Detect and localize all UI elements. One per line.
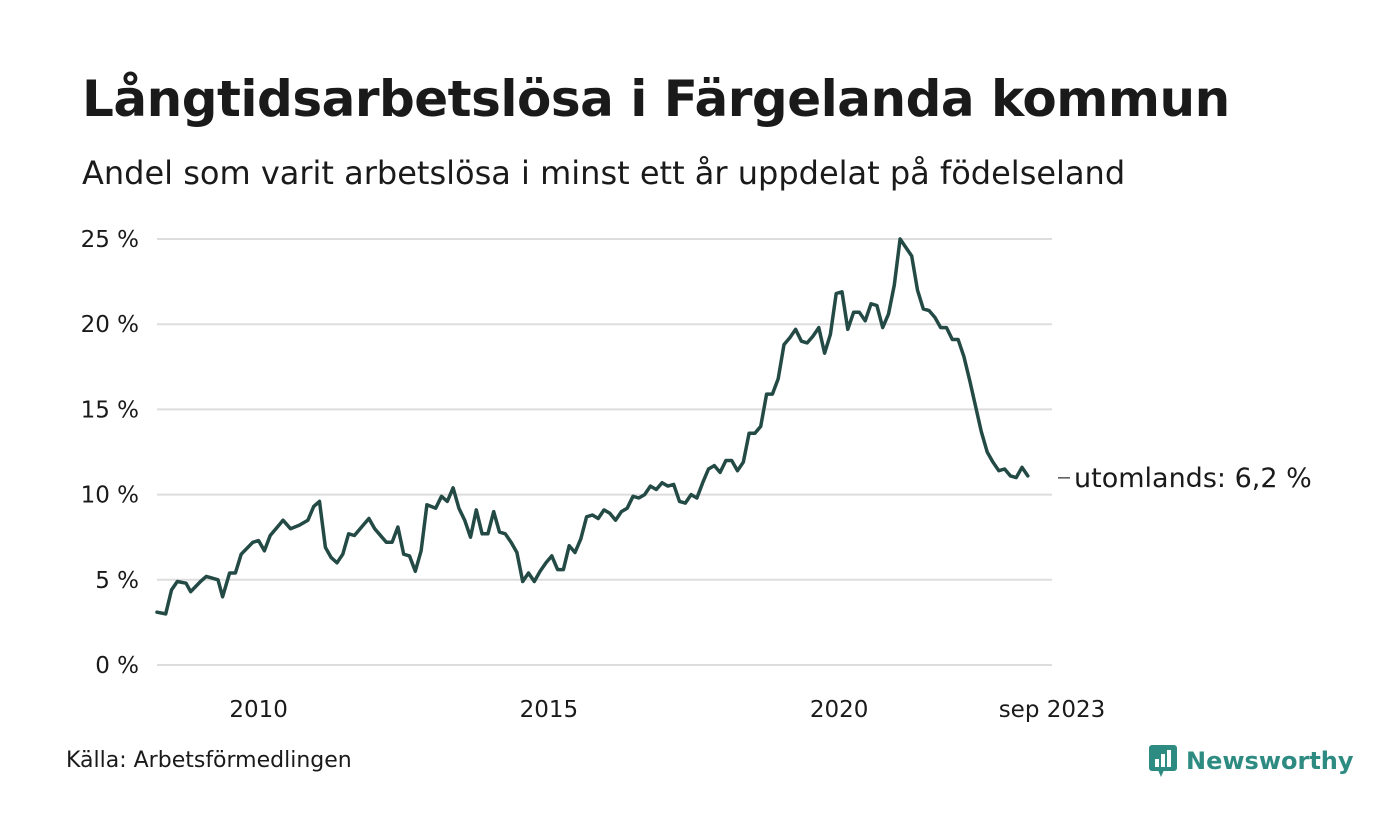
- source-note: Källa: Arbetsförmedlingen: [66, 748, 352, 773]
- y-axis-ticks: 0 % 5 % 10 % 15 % 20 % 25 %: [81, 227, 139, 679]
- series-lines: [155, 237, 1030, 616]
- newsworthy-logo[interactable]: Newsworthy: [1148, 744, 1354, 778]
- y-tick-label: 0 %: [95, 653, 139, 679]
- y-tick-label: 25 %: [81, 227, 139, 253]
- brand-name: Newsworthy: [1186, 747, 1354, 775]
- newsworthy-icon: [1149, 745, 1177, 777]
- chart-title: Långtidsarbetslösa i Färgelanda kommun: [82, 70, 1230, 128]
- x-axis-ticks: 2010 2015 2020 sep 2023: [229, 697, 1105, 723]
- y-tick-label: 5 %: [95, 568, 139, 594]
- gridlines: [157, 238, 1052, 666]
- series-end-labels: utomlands: 6,2 %: [1058, 463, 1312, 494]
- x-tick-label: 2015: [520, 697, 579, 723]
- line-chart: 0 % 5 % 10 % 15 % 20 % 25 % 2010 2015 2020 sep 2…: [81, 227, 1312, 723]
- x-tick-label: 2010: [229, 697, 288, 723]
- y-tick-label: 20 %: [81, 312, 139, 338]
- x-tick-label: sep 2023: [999, 697, 1106, 723]
- y-tick-label: 15 %: [81, 397, 139, 423]
- series-line-utomlands: [155, 237, 1030, 616]
- x-tick-label: 2020: [810, 697, 869, 723]
- end-label-utomlands: utomlands: 6,2 %: [1074, 463, 1312, 494]
- chart-subtitle: Andel som varit arbetslösa i minst ett å…: [82, 154, 1126, 192]
- y-tick-label: 10 %: [81, 483, 139, 509]
